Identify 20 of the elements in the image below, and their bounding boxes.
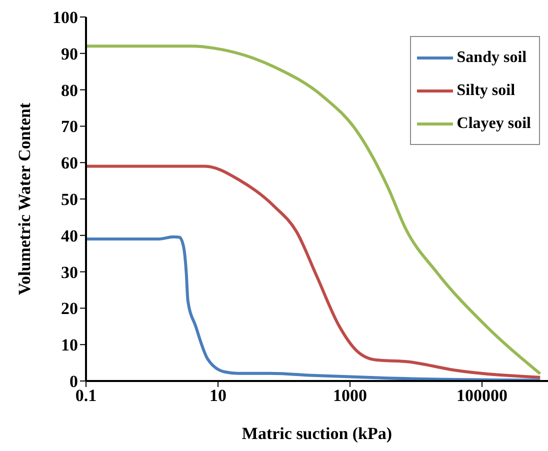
y-tick-label: 40 (61, 226, 78, 246)
y-tick-label: 20 (61, 299, 78, 318)
y-tick-label: 100 (52, 8, 78, 28)
y-tick-label: 30 (61, 262, 78, 282)
x-axis-title: Matric suction (kPa) (242, 424, 392, 443)
legend-label: Clayey soil (456, 114, 531, 134)
x-tick-label: 0.1 (75, 386, 97, 406)
y-tick-label: 80 (61, 80, 78, 100)
y-tick-label: 10 (61, 336, 78, 355)
y-tick-label: 0 (70, 372, 78, 392)
x-tick-label: 1000 (333, 386, 367, 406)
y-tick-label: 60 (61, 154, 78, 173)
y-axis-title: Volumetric Water Content (15, 102, 34, 296)
legend-label: Silty soil (456, 81, 516, 101)
y-tick-label: 70 (61, 117, 78, 136)
x-tick-label: 100000 (456, 386, 508, 406)
y-tick-label: 50 (61, 190, 78, 210)
x-tick-label: 10 (210, 386, 226, 406)
legend-label: Sandy soil (456, 48, 527, 68)
y-tick-label: 90 (61, 44, 78, 64)
